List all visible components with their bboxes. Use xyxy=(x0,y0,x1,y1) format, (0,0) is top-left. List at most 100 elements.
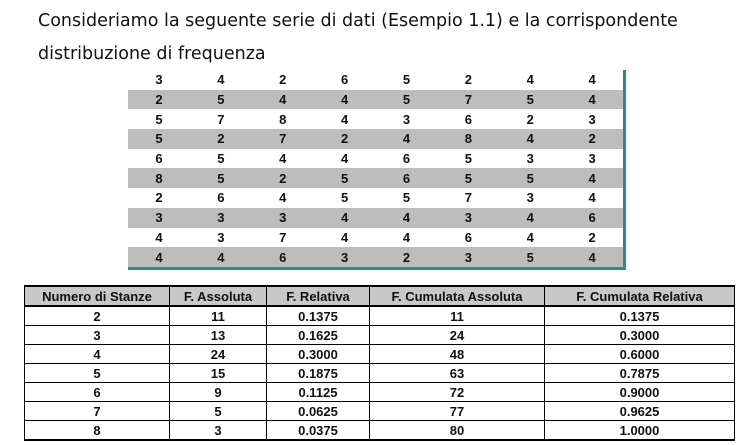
frequency-table-row: 7 5 0.0625 77 0.9625 xyxy=(24,401,735,421)
data-series-cell: 3 xyxy=(189,207,252,228)
data-series-cell: 3 xyxy=(155,72,163,88)
data-series-row: 4 3 7 4 4 6 4 2 xyxy=(128,228,623,248)
frequency-table-cell: 2 xyxy=(24,305,170,326)
frequency-table-cell: 48 xyxy=(369,344,545,364)
data-series-cell: 4 xyxy=(561,168,623,189)
frequency-table-cell: 0.9000 xyxy=(544,382,735,402)
frequency-table-row: 5 15 0.1875 63 0.7875 xyxy=(24,363,735,383)
data-series-cell: 5 xyxy=(402,190,411,206)
data-series-cell: 7 xyxy=(279,229,287,245)
data-series-cell: 4 xyxy=(375,207,438,228)
data-series-cell: 3 xyxy=(402,111,411,127)
data-series-cell: 6 xyxy=(464,111,472,127)
data-series-cell: 4 xyxy=(526,72,534,88)
data-series-cell: 3 xyxy=(313,247,376,267)
intro-text: Consideriamo la seguente serie di dati (… xyxy=(38,11,678,64)
data-series-row: 2 6 4 5 5 7 3 4 xyxy=(128,188,623,208)
frequency-table-cell: 8 xyxy=(24,420,170,441)
data-series-cell: 3 xyxy=(526,190,534,206)
data-series-cell: 4 xyxy=(279,190,287,206)
frequency-table-cell: 0.1375 xyxy=(544,305,735,326)
data-series-cell: 4 xyxy=(526,229,534,245)
frequency-table-cell: 3 xyxy=(24,325,170,345)
frequency-table-cell: 9 xyxy=(169,382,267,402)
data-series-cell: 2 xyxy=(588,229,596,245)
frequency-table-header: F. Cumulata Relativa xyxy=(544,285,735,307)
data-series-cell: 5 xyxy=(217,151,225,167)
data-series-cell: 5 xyxy=(189,168,252,189)
frequency-table-row: 2 11 0.1375 11 0.1375 xyxy=(24,305,735,326)
data-series-cell: 5 xyxy=(402,72,411,88)
data-series-cell: 3 xyxy=(128,207,190,228)
frequency-table-row: 8 3 0.0375 80 1.0000 xyxy=(24,420,735,441)
data-series-cell: 6 xyxy=(251,247,314,267)
frequency-table-cell: 0.3000 xyxy=(266,344,370,364)
frequency-table-cell: 5 xyxy=(169,401,267,421)
data-series-cell: 4 xyxy=(340,229,349,245)
frequency-table-cell: 1.0000 xyxy=(544,420,735,441)
frequency-table-cell: 0.9625 xyxy=(544,401,735,421)
data-series-cell: 4 xyxy=(588,72,596,88)
data-series-cell: 5 xyxy=(499,247,562,267)
data-series-cell: 7 xyxy=(251,129,314,149)
data-series-cell: 3 xyxy=(437,207,500,228)
data-series-cell: 8 xyxy=(279,111,287,127)
frequency-table-cell: 0.0375 xyxy=(266,420,370,441)
frequency-table-cell: 0.1125 xyxy=(266,382,370,402)
data-series-cell: 2 xyxy=(375,247,438,267)
data-series-cell: 2 xyxy=(251,168,314,189)
data-series-row: 5 7 8 4 3 6 2 3 xyxy=(128,109,623,129)
data-series-cell: 8 xyxy=(437,129,500,149)
frequency-table-cell: 0.1625 xyxy=(266,325,370,345)
data-series-cell: 6 xyxy=(155,151,163,167)
frequency-table-cell: 3 xyxy=(169,420,267,441)
frequency-table-cell: 72 xyxy=(369,382,545,402)
data-series-cell: 7 xyxy=(464,190,472,206)
data-series-cell: 5 xyxy=(313,168,376,189)
frequency-table-header: F. Assoluta xyxy=(169,285,267,307)
data-series-row: 3 4 2 6 5 2 4 4 xyxy=(128,70,623,90)
data-series-cell: 4 xyxy=(217,72,225,88)
frequency-table-cell: 7 xyxy=(24,401,170,421)
data-series-cell: 5 xyxy=(189,89,252,110)
data-series-cell: 4 xyxy=(340,151,349,167)
frequency-table-cell: 0.0625 xyxy=(266,401,370,421)
frequency-table-header: Numero di Stanze xyxy=(24,285,170,307)
data-series-cell: 7 xyxy=(217,111,225,127)
frequency-table-cell: 0.1375 xyxy=(266,305,370,326)
frequency-table-row: 4 24 0.3000 48 0.6000 xyxy=(24,344,735,364)
data-series-cell: 5 xyxy=(464,151,472,167)
data-series-cell: 6 xyxy=(561,207,623,228)
data-series-row: 6 5 4 4 6 5 3 3 xyxy=(128,149,623,169)
frequency-table-cell: 4 xyxy=(24,344,170,364)
data-series-cell: 6 xyxy=(340,72,349,88)
frequency-table-header-row: Numero di Stanze F. Assoluta F. Relativa F.… xyxy=(24,285,735,307)
data-series-cell: 5 xyxy=(437,168,500,189)
data-series-cell: 2 xyxy=(464,72,472,88)
data-series-cell: 6 xyxy=(375,168,438,189)
data-series-cell: 5 xyxy=(128,129,190,149)
frequency-table-cell: 80 xyxy=(369,420,545,441)
data-series-cell: 7 xyxy=(437,89,500,110)
frequency-distribution-table: Numero di Stanze F. Assoluta F. Relativa F.… xyxy=(24,285,735,441)
data-series-cell: 4 xyxy=(561,247,623,267)
data-series-cell: 2 xyxy=(526,111,534,127)
frequency-table-cell: 11 xyxy=(169,305,267,326)
frequency-table-cell: 15 xyxy=(169,363,267,383)
frequency-table-cell: 63 xyxy=(369,363,545,383)
frequency-table-cell: 0.1875 xyxy=(266,363,370,383)
data-series-cell: 4 xyxy=(375,129,438,149)
data-series-cell: 3 xyxy=(437,247,500,267)
data-series-cell: 3 xyxy=(588,111,596,127)
data-series-cell: 4 xyxy=(279,151,287,167)
frequency-table-header: F. Cumulata Assoluta xyxy=(369,285,545,307)
data-series-cell: 4 xyxy=(402,229,411,245)
frequency-table-cell: 5 xyxy=(24,363,170,383)
data-series-cell: 5 xyxy=(499,89,562,110)
data-series-cell: 4 xyxy=(189,247,252,267)
